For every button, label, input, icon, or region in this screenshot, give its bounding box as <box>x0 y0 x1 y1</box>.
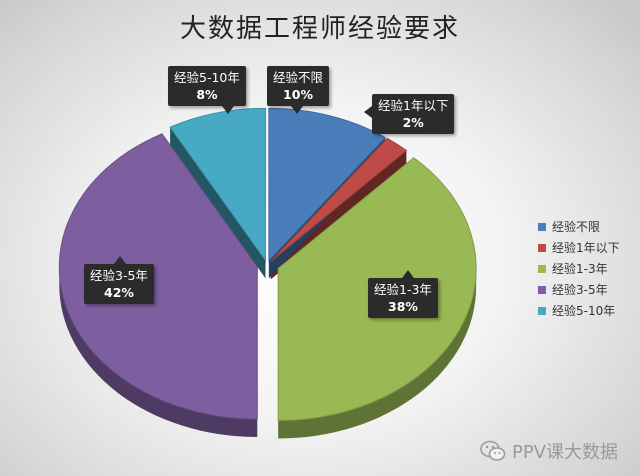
slice-label-4: 经验5-10年 8% <box>168 66 246 114</box>
legend-item: 经验1-3年 <box>538 258 620 279</box>
pie-slice-3 <box>58 133 258 420</box>
slice-label-3: 经验3-5年 42% <box>84 256 154 304</box>
watermark: PPV课大数据 <box>480 438 618 464</box>
legend-item: 经验3-5年 <box>538 279 620 300</box>
slice-label-0: 经验不限 10% <box>267 66 330 114</box>
slice-label-value: 42% <box>104 285 134 300</box>
slice-label-name: 经验1-3年 <box>374 282 432 297</box>
chart-legend: 经验不限 经验1年以下 经验1-3年 经验3-5年 经验5-10年 <box>538 216 620 321</box>
pie-slice-cut-4-0 <box>170 127 266 279</box>
slice-label-value: 2% <box>402 115 424 130</box>
legend-label: 经验3-5年 <box>552 283 608 297</box>
slice-label-name: 经验5-10年 <box>174 70 240 85</box>
legend-item: 经验1年以下 <box>538 237 620 258</box>
slice-label-name: 经验1年以下 <box>378 98 449 113</box>
legend-label: 经验不限 <box>552 220 601 234</box>
legend-label: 经验1-3年 <box>552 262 608 276</box>
slice-label-value: 38% <box>388 299 418 314</box>
pie-slice-side-2 <box>278 268 477 439</box>
legend-swatch <box>538 264 546 273</box>
pie-slice-4 <box>169 107 267 262</box>
legend-swatch <box>538 243 546 252</box>
slice-label-value: 8% <box>196 87 218 102</box>
chart-title: 大数据工程师经验要求 <box>179 14 460 44</box>
watermark-text: PPV课大数据 <box>511 442 618 463</box>
slice-label-value: 10% <box>283 87 313 102</box>
slice-label-name: 经验3-5年 <box>90 268 148 283</box>
slice-label-2: 经验1-3年 38% <box>368 270 438 318</box>
legend-item: 经验不限 <box>538 216 620 237</box>
pie-slice-side-3 <box>59 266 258 437</box>
legend-item: 经验5-10年 <box>538 300 620 321</box>
pie-slice-0 <box>268 107 387 262</box>
legend-swatch <box>538 306 546 315</box>
legend-swatch <box>538 222 546 231</box>
slice-label-1: 经验1年以下 2% <box>363 94 455 134</box>
legend-label: 经验5-10年 <box>552 304 616 318</box>
pie-slice-1 <box>270 137 408 262</box>
legend-label: 经验1年以下 <box>552 241 620 255</box>
slice-label-name: 经验不限 <box>273 70 324 85</box>
wechat-icon <box>480 440 506 461</box>
legend-swatch <box>538 285 546 294</box>
